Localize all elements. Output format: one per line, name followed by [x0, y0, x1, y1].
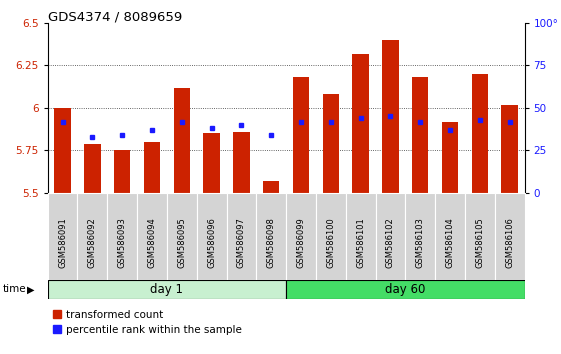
Bar	[48, 193, 77, 292]
Bar	[435, 193, 465, 292]
Bar	[197, 193, 227, 292]
Text: GSM586092: GSM586092	[88, 217, 97, 268]
Text: GDS4374 / 8089659: GDS4374 / 8089659	[48, 11, 182, 24]
Bar	[382, 40, 399, 193]
Text: GSM586102: GSM586102	[386, 217, 395, 268]
Legend: transformed count, percentile rank within the sample: transformed count, percentile rank withi…	[53, 310, 242, 335]
Bar	[472, 74, 488, 193]
Text: GSM586100: GSM586100	[327, 217, 335, 268]
Bar	[286, 193, 316, 292]
Bar	[375, 193, 406, 292]
Text: day 60: day 60	[385, 283, 425, 296]
Bar	[137, 193, 167, 292]
Text: time: time	[3, 284, 26, 295]
Bar	[352, 53, 369, 193]
Bar	[114, 150, 130, 193]
Bar	[144, 142, 160, 193]
Text: GSM586104: GSM586104	[445, 217, 454, 268]
Bar	[77, 193, 107, 292]
Bar	[84, 144, 100, 193]
Bar	[323, 95, 339, 193]
Bar	[465, 193, 495, 292]
Text: GSM586098: GSM586098	[266, 217, 275, 268]
Bar	[405, 193, 435, 292]
Text: GSM586094: GSM586094	[148, 217, 157, 268]
Bar	[107, 193, 137, 292]
Bar	[412, 78, 429, 193]
Bar	[173, 87, 190, 193]
Text: GSM586099: GSM586099	[297, 217, 306, 268]
Bar	[48, 280, 286, 299]
Bar	[263, 181, 279, 193]
Text: GSM586096: GSM586096	[207, 217, 216, 268]
Bar	[442, 121, 458, 193]
Text: GSM586101: GSM586101	[356, 217, 365, 268]
Text: GSM586091: GSM586091	[58, 217, 67, 268]
Text: GSM586095: GSM586095	[177, 217, 186, 268]
Text: GSM586105: GSM586105	[475, 217, 484, 268]
Text: GSM586103: GSM586103	[416, 217, 425, 268]
Text: GSM586106: GSM586106	[505, 217, 514, 268]
Bar	[204, 133, 220, 193]
Text: ▶: ▶	[27, 284, 34, 295]
Text: GSM586093: GSM586093	[118, 217, 127, 268]
Bar	[256, 193, 286, 292]
Text: GSM586097: GSM586097	[237, 217, 246, 268]
Bar	[316, 193, 346, 292]
Bar	[293, 78, 309, 193]
Bar	[286, 280, 525, 299]
Bar	[502, 104, 518, 193]
Bar	[233, 132, 250, 193]
Bar	[495, 193, 525, 292]
Bar	[227, 193, 256, 292]
Text: day 1: day 1	[150, 283, 183, 296]
Bar	[167, 193, 197, 292]
Bar	[346, 193, 375, 292]
Bar	[54, 108, 71, 193]
